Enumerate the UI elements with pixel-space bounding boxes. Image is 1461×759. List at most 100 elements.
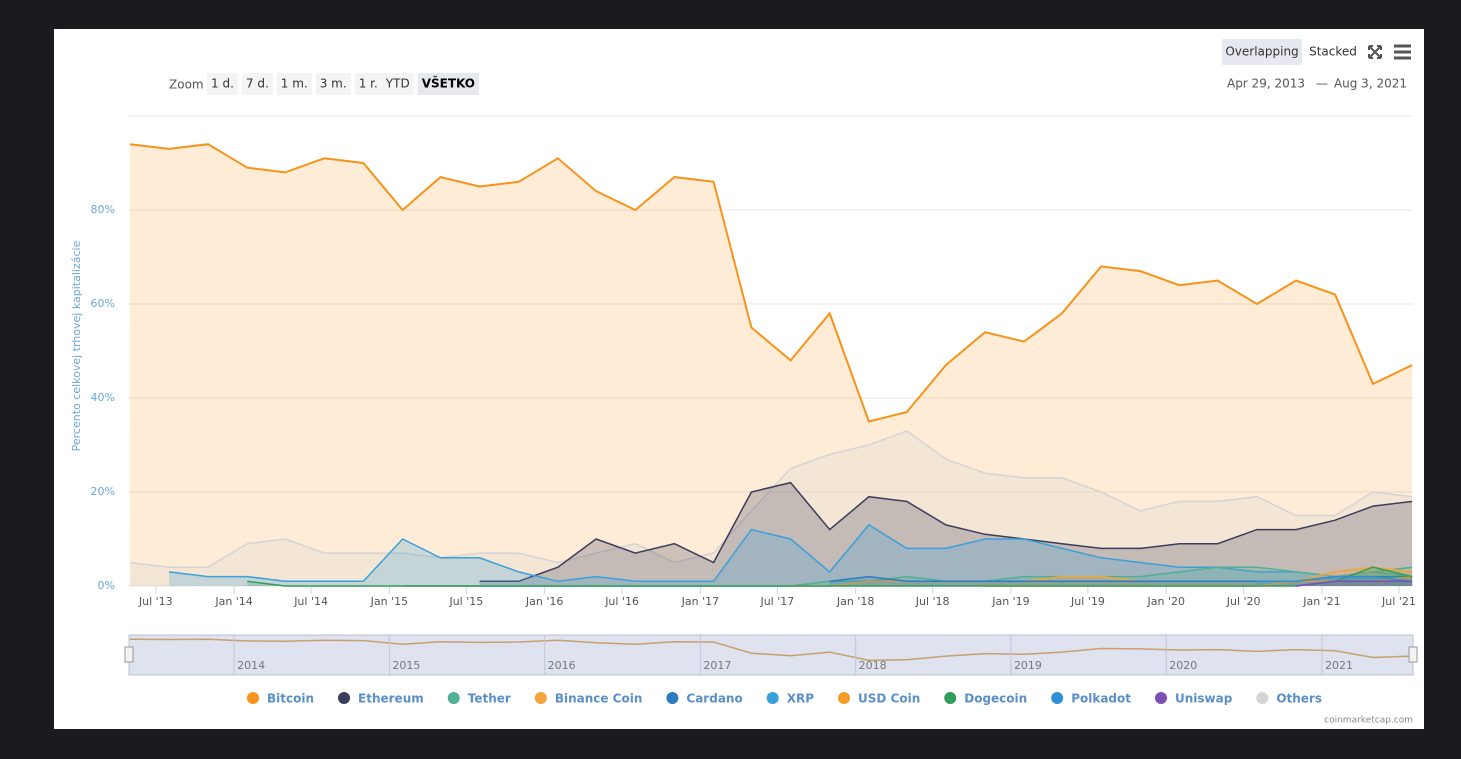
legend-item[interactable]: USD Coin <box>838 692 920 706</box>
legend-item[interactable]: Polkadot <box>1051 692 1131 706</box>
zoom-button[interactable]: 1 r. <box>354 73 382 95</box>
range-separator: — <box>1316 77 1328 91</box>
zoom-button[interactable]: 1 m. <box>276 73 312 95</box>
navigator-line <box>129 638 1413 662</box>
range-end: Aug 3, 2021 <box>1334 77 1407 91</box>
legend-label[interactable]: Others <box>1276 692 1322 706</box>
series-line <box>129 430 1413 568</box>
zoom-button-label[interactable]: 1 m. <box>281 77 308 91</box>
legend-label[interactable]: USD Coin <box>858 692 920 706</box>
navigator-handle[interactable] <box>1408 646 1418 663</box>
series-line <box>168 523 1413 583</box>
legend-item[interactable]: Uniswap <box>1155 692 1233 706</box>
zoom-button-label[interactable]: 1 d. <box>211 77 234 91</box>
navigator-tick-label: 2015 <box>392 659 420 672</box>
credit: coinmarketcap.com <box>1324 716 1413 726</box>
legend-label[interactable]: Polkadot <box>1071 692 1131 706</box>
zoom-button[interactable]: 7 d. <box>241 73 273 95</box>
zoom-button-bg <box>417 73 479 95</box>
legend-marker <box>766 692 779 704</box>
legend-item[interactable]: Ethereum <box>338 692 424 706</box>
zoom-button-bg <box>207 73 238 95</box>
series-line <box>479 481 1413 583</box>
series-area <box>168 524 1413 586</box>
series-line <box>790 566 1413 587</box>
x-tick-label: Jan '19 <box>991 595 1029 608</box>
x-tick-label: Jul '16 <box>604 595 639 608</box>
zoom-button-label[interactable]: YTD <box>385 77 410 91</box>
navigator-tick-label: 2018 <box>859 659 887 672</box>
series-line <box>129 143 1413 423</box>
navigator-handle[interactable] <box>124 646 134 663</box>
zoom-button[interactable]: YTD <box>381 73 414 95</box>
navigator-tick-label: 2020 <box>1169 659 1197 672</box>
legend-item[interactable]: Cardano <box>666 692 743 706</box>
x-tick-label: Jul '21 <box>1381 595 1416 608</box>
legend-marker <box>447 692 460 704</box>
zoom-button-bg <box>354 73 382 95</box>
zoom-button-label[interactable]: 7 d. <box>246 77 269 91</box>
navigator-tick-label: 2016 <box>548 659 576 672</box>
zoom-button-label[interactable]: VŠETKO <box>422 76 475 91</box>
legend-item[interactable]: Binance Coin <box>534 692 643 706</box>
fullscreen-icon[interactable] <box>1368 45 1382 59</box>
legend-marker <box>338 692 351 704</box>
navigator-tick-label: 2021 <box>1325 659 1353 672</box>
series-line <box>247 566 1413 587</box>
series-area <box>129 144 1413 586</box>
y-tick-label: 0% <box>98 579 115 592</box>
legend-label[interactable]: XRP <box>787 692 814 706</box>
x-tick-label: Jul '13 <box>138 595 173 608</box>
legend-marker <box>1155 692 1167 704</box>
legend-label[interactable]: Dogecoin <box>964 692 1027 706</box>
y-tick-label: 40% <box>91 391 115 404</box>
zoom-button-label[interactable]: 3 m. <box>320 77 347 91</box>
legend-item[interactable]: Tether <box>447 692 511 706</box>
zoom-button[interactable]: 3 m. <box>315 73 351 95</box>
legend-label[interactable]: Uniswap <box>1175 692 1233 706</box>
x-tick-label: Jul '18 <box>915 595 950 608</box>
x-tick-label: Jul '20 <box>1226 595 1261 608</box>
zoom-button[interactable]: 1 d. <box>207 73 238 95</box>
legend-label[interactable]: Cardano <box>686 692 742 706</box>
legend-label[interactable]: Bitcoin <box>267 692 314 706</box>
mode-button[interactable]: Overlapping <box>1225 45 1298 59</box>
legend-label[interactable]: Tether <box>468 692 511 706</box>
series-area <box>1296 581 1413 586</box>
zoom-button-label[interactable]: 1 r. <box>359 77 378 91</box>
range-start: Apr 29, 2013 <box>1227 77 1305 91</box>
navigator-tick-label: 2017 <box>703 659 731 672</box>
legend-marker <box>1051 692 1064 704</box>
zoom-label: Zoom <box>169 78 204 92</box>
menu-icon[interactable] <box>1394 44 1411 60</box>
x-tick-label: Jul '19 <box>1070 595 1105 608</box>
mode-button[interactable]: Stacked <box>1309 45 1357 59</box>
legend-marker <box>666 692 679 704</box>
legend-item[interactable]: Dogecoin <box>944 692 1027 706</box>
x-tick-label: Jan '14 <box>214 595 252 608</box>
series-area <box>479 482 1413 586</box>
navigator-tick-label: 2019 <box>1014 659 1042 672</box>
x-tick-label: Jan '20 <box>1146 595 1184 608</box>
x-tick-label: Jan '17 <box>681 595 719 608</box>
y-tick-label: 80% <box>91 203 115 216</box>
x-tick-label: Jan '18 <box>836 595 874 608</box>
mode-button-bg[interactable] <box>1222 39 1302 65</box>
legend-item[interactable]: XRP <box>766 692 814 706</box>
zoom-button[interactable]: VŠETKO <box>417 73 479 95</box>
x-tick-label: Jan '16 <box>525 595 563 608</box>
legend-marker <box>838 692 850 704</box>
legend-label[interactable]: Binance Coin <box>555 692 643 706</box>
series-line <box>1295 580 1413 587</box>
x-tick-label: Jul '15 <box>448 595 483 608</box>
y-tick-label: 60% <box>91 297 115 310</box>
x-tick-label: Jan '15 <box>370 595 408 608</box>
legend-label[interactable]: Ethereum <box>358 692 424 706</box>
y-axis-title: Percento celkovej trhovej kapitalizácie <box>70 240 83 451</box>
x-tick-label: Jan '21 <box>1302 595 1340 608</box>
zoom-button-bg <box>381 73 414 95</box>
legend-item[interactable]: Others <box>1256 692 1322 706</box>
legend-item[interactable]: Bitcoin <box>247 692 314 706</box>
